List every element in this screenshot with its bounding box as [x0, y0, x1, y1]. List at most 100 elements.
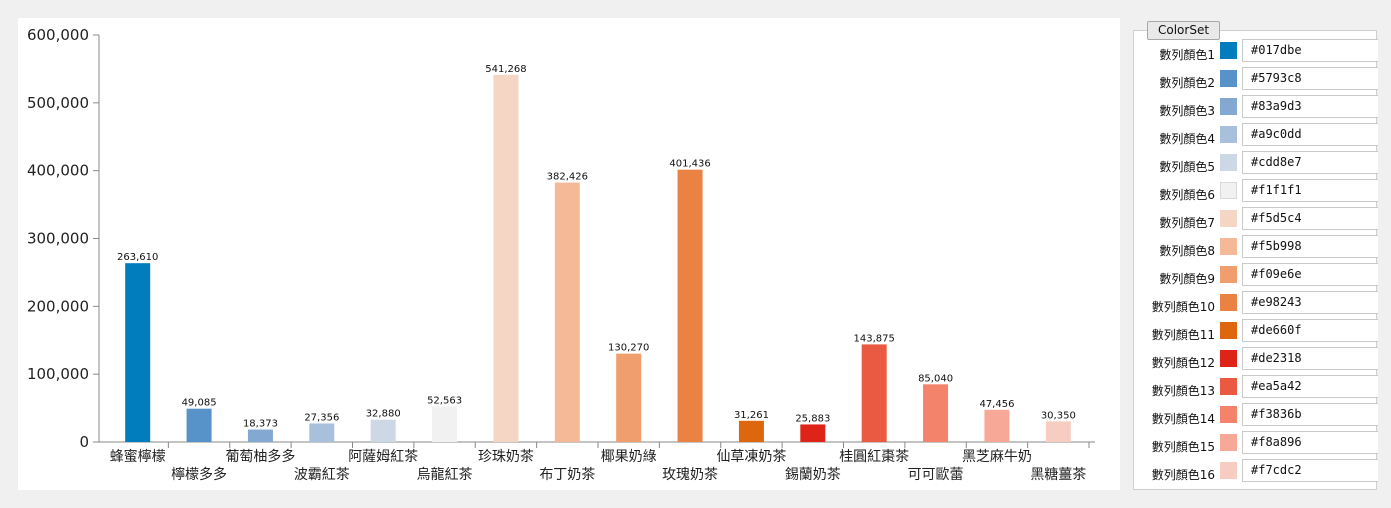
- color-hex-input[interactable]: #f3836b: [1242, 403, 1378, 426]
- color-row: 數列顏色4 #a9c0dd: [1134, 122, 1378, 150]
- bar-value-label: 85,040: [918, 373, 953, 384]
- y-tick-label: 0: [79, 433, 89, 451]
- color-row-label: 數列顏色12: [1151, 356, 1215, 370]
- x-category-label: 仙草凍奶茶: [716, 449, 786, 465]
- bar: [186, 408, 212, 442]
- color-hex-input[interactable]: #5793c8: [1242, 67, 1378, 90]
- color-swatch[interactable]: [1220, 322, 1237, 339]
- color-row: 數列顏色8 #f5b998: [1134, 234, 1378, 262]
- y-tick-label: 100,000: [27, 365, 89, 383]
- bar-value-label: 18,373: [243, 419, 278, 430]
- bar-value-label: 52,563: [427, 395, 462, 406]
- color-hex-input[interactable]: #de660f: [1242, 319, 1378, 342]
- color-row: 數列顏色7 #f5d5c4: [1134, 206, 1378, 234]
- color-hex-input[interactable]: #cdd8e7: [1242, 151, 1378, 174]
- color-row-label: 數列顏色3: [1159, 104, 1215, 118]
- color-swatch[interactable]: [1220, 350, 1237, 367]
- color-hex-input[interactable]: #83a9d3: [1242, 95, 1378, 118]
- color-swatch[interactable]: [1220, 266, 1237, 283]
- color-row: 數列顏色2 #5793c8: [1134, 66, 1378, 94]
- color-row-label: 數列顏色6: [1159, 188, 1215, 202]
- color-swatch[interactable]: [1220, 294, 1237, 311]
- color-row-label: 數列顏色11: [1151, 328, 1215, 342]
- y-tick-label: 500,000: [27, 94, 89, 112]
- color-row-label: 數列顏色5: [1159, 160, 1215, 174]
- x-category-label: 波霸紅茶: [294, 467, 350, 483]
- color-swatch[interactable]: [1220, 98, 1237, 115]
- x-category-label: 椰果奶綠: [601, 449, 657, 465]
- bar-value-label: 401,436: [669, 159, 710, 170]
- bar-value-label: 263,610: [117, 252, 158, 263]
- color-row: 數列顏色11 #de660f: [1134, 318, 1378, 346]
- bar-value-label: 30,350: [1041, 410, 1076, 421]
- color-hex-input[interactable]: #f1f1f1: [1242, 179, 1378, 202]
- color-swatch[interactable]: [1220, 238, 1237, 255]
- color-hex-input[interactable]: #f5d5c4: [1242, 207, 1378, 230]
- color-hex-input[interactable]: #de2318: [1242, 347, 1378, 370]
- color-swatch[interactable]: [1220, 126, 1237, 143]
- color-hex-input[interactable]: #f8a896: [1242, 431, 1378, 454]
- color-swatch[interactable]: [1220, 182, 1237, 199]
- color-row-label: 數列顏色7: [1159, 216, 1215, 230]
- color-row: 數列顏色16 #f7cdc2: [1134, 458, 1378, 486]
- x-category-label: 可可歐蕾: [908, 467, 964, 483]
- x-category-label: 桂圓紅棗茶: [839, 449, 909, 465]
- color-swatch[interactable]: [1220, 378, 1237, 395]
- bar-value-label: 382,426: [547, 172, 588, 183]
- color-row-label: 數列顏色4: [1159, 132, 1215, 146]
- color-row-label: 數列顏色16: [1151, 468, 1215, 482]
- colorset-panel: 數列顏色1 #017dbe 數列顏色2 #5793c8 數列顏色3 #83a9d3 數列顏色…: [1133, 30, 1378, 490]
- color-row-label: 數列顏色1: [1159, 48, 1215, 62]
- color-row: 數列顏色14 #f3836b: [1134, 402, 1378, 430]
- color-hex-input[interactable]: #a9c0dd: [1242, 123, 1378, 146]
- color-swatch[interactable]: [1220, 42, 1237, 59]
- color-swatch[interactable]: [1220, 434, 1237, 451]
- color-hex-input[interactable]: #f7cdc2: [1242, 459, 1378, 482]
- y-tick-label: 300,000: [27, 230, 89, 248]
- bar: [493, 74, 519, 442]
- color-swatch[interactable]: [1220, 210, 1237, 227]
- color-row-label: 數列顏色14: [1151, 412, 1215, 426]
- color-row: 數列顏色13 #ea5a42: [1134, 374, 1378, 402]
- color-hex-input[interactable]: #e98243: [1242, 291, 1378, 314]
- bar-value-label: 31,261: [734, 410, 769, 421]
- x-category-label: 阿薩姆紅茶: [348, 449, 418, 465]
- color-swatch[interactable]: [1220, 70, 1237, 87]
- bar-value-label: 49,085: [182, 398, 217, 409]
- bar: [432, 406, 458, 442]
- bar: [1045, 421, 1071, 442]
- bar-value-label: 27,356: [304, 412, 339, 423]
- x-category-label: 珍珠奶茶: [478, 449, 534, 465]
- bar-value-label: 47,456: [979, 399, 1014, 410]
- y-tick-label: 200,000: [27, 297, 89, 315]
- color-row-label: 數列顏色2: [1159, 76, 1215, 90]
- color-row: 數列顏色15 #f8a896: [1134, 430, 1378, 458]
- color-hex-input[interactable]: #ea5a42: [1242, 375, 1378, 398]
- bar-value-label: 541,268: [485, 64, 526, 75]
- x-category-label: 檸檬多多: [171, 466, 227, 483]
- color-swatch[interactable]: [1220, 462, 1237, 479]
- bar-value-label: 130,270: [608, 343, 649, 354]
- color-row: 數列顏色1 #017dbe: [1134, 38, 1378, 66]
- bar: [738, 420, 764, 442]
- bar-chart: 0 100,000 200,000 300,000 400,000 500,000 600,…: [27, 26, 1095, 483]
- bar-value-label: 143,875: [854, 333, 895, 344]
- color-row-label: 數列顏色8: [1159, 244, 1215, 258]
- color-hex-input[interactable]: #017dbe: [1242, 39, 1378, 62]
- color-hex-input[interactable]: #f09e6e: [1242, 263, 1378, 286]
- y-tick-label: 600,000: [27, 26, 89, 44]
- chart-panel: 0 100,000 200,000 300,000 400,000 500,000 600,…: [18, 18, 1120, 490]
- x-category-label: 葡萄柚多多: [225, 448, 295, 465]
- bar: [677, 169, 703, 443]
- color-row-label: 數列顏色13: [1151, 384, 1215, 398]
- x-category-label: 錫蘭奶茶: [785, 467, 841, 483]
- color-hex-input[interactable]: #f5b998: [1242, 235, 1378, 258]
- color-swatch[interactable]: [1220, 154, 1237, 171]
- bar: [923, 384, 949, 442]
- color-swatch[interactable]: [1220, 406, 1237, 423]
- x-category-label: 玫瑰奶茶: [662, 467, 718, 483]
- color-row-label: 數列顏色9: [1159, 272, 1215, 286]
- bar: [309, 423, 335, 442]
- color-row-label: 數列顏色15: [1151, 440, 1215, 454]
- color-row: 數列顏色9 #f09e6e: [1134, 262, 1378, 290]
